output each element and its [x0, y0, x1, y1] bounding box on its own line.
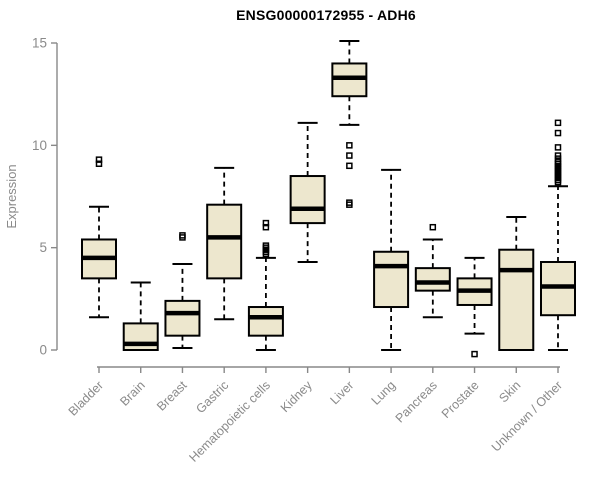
x-tick-label: Bladder [66, 378, 106, 418]
x-tick-label: Unknown / Other [489, 378, 565, 454]
outlier-point [346, 199, 353, 206]
outlier-point [179, 232, 186, 239]
outlier-point [262, 223, 270, 231]
outlier-point [346, 162, 353, 170]
outlier-point [554, 152, 562, 159]
chart-title: ENSG00000172955 - ADH6 [236, 7, 416, 23]
outlier-point [554, 129, 562, 137]
outlier-point [262, 242, 270, 249]
outlier-point [429, 223, 437, 231]
y-tick-label: 5 [39, 240, 47, 255]
x-tick-label: Liver [327, 378, 356, 407]
y-tick-label: 0 [39, 343, 47, 358]
box-11 [498, 248, 535, 351]
x-tick-label: Pancreas [393, 378, 440, 425]
x-tick-label: Lung [369, 378, 399, 408]
outlier-point [262, 219, 270, 227]
y-tick-label: 15 [32, 36, 47, 51]
x-tick-label: Skin [496, 378, 523, 405]
outlier-point [471, 350, 478, 358]
box-9 [414, 267, 451, 292]
y-axis-label: Expression [4, 164, 19, 228]
outlier-point [95, 156, 103, 163]
outlier-point [346, 152, 353, 159]
x-tick-label: Gastric [193, 378, 231, 416]
outlier-point [554, 119, 562, 127]
y-tick-label: 10 [32, 138, 47, 153]
x-tick-label: Breast [154, 378, 190, 414]
box-8 [373, 250, 410, 309]
box-4 [206, 203, 243, 280]
outlier-point [346, 142, 353, 149]
x-tick-label: Brain [117, 378, 148, 409]
box-6 [289, 175, 326, 225]
outlier-point [554, 144, 562, 151]
outlier-point [95, 160, 103, 168]
box-3 [164, 299, 201, 337]
x-tick-label: Hematopoietic cells [186, 378, 273, 465]
x-tick-label: Prostate [439, 378, 482, 421]
box-5 [247, 306, 284, 337]
x-tick-label: Kidney [278, 378, 315, 415]
